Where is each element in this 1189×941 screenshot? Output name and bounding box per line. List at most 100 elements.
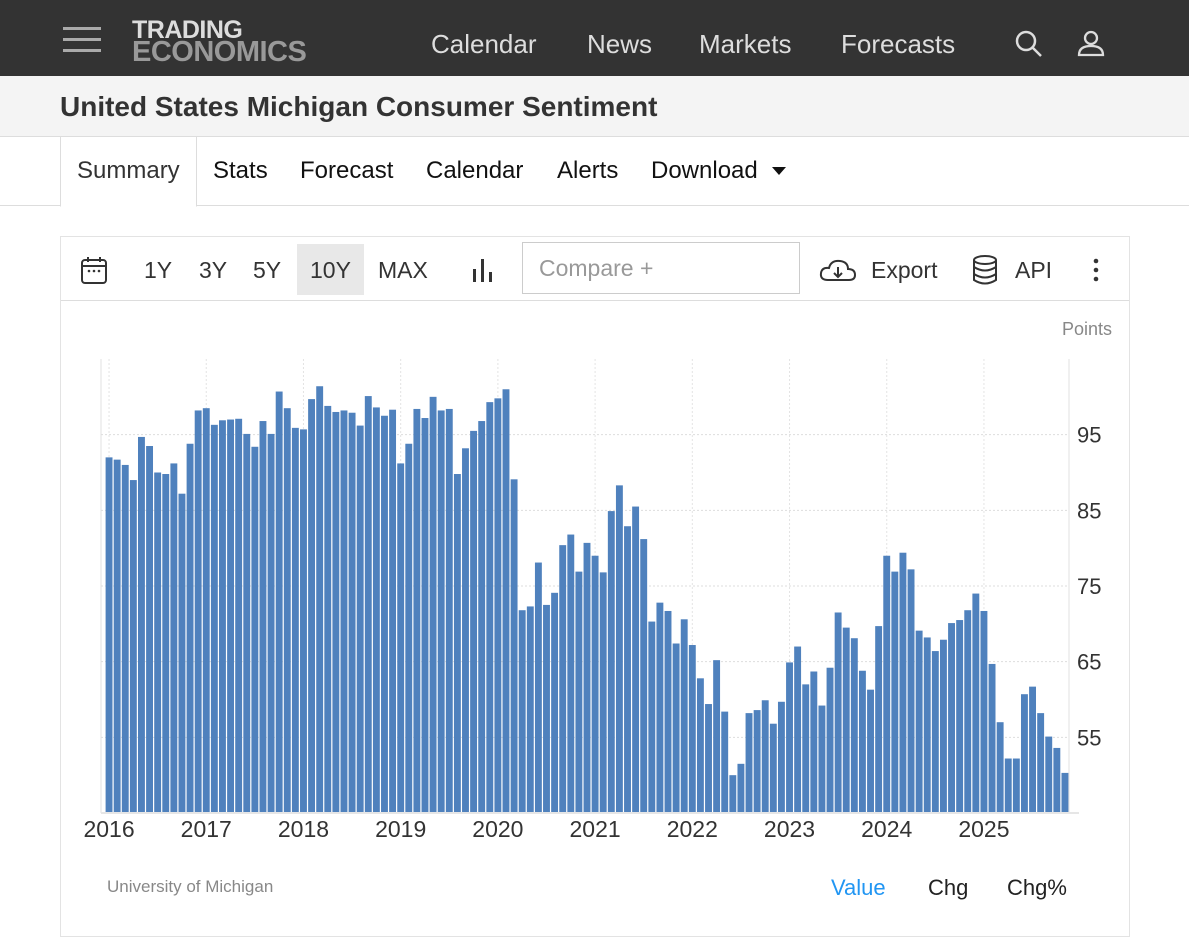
bar[interactable] <box>364 396 372 813</box>
bar[interactable] <box>251 446 259 813</box>
bar[interactable] <box>761 700 769 813</box>
bar[interactable] <box>381 415 388 813</box>
bar[interactable] <box>729 775 737 813</box>
bar[interactable] <box>210 424 218 813</box>
bar[interactable] <box>178 493 186 813</box>
range-5y[interactable]: 5Y <box>253 257 282 283</box>
bar[interactable] <box>1012 758 1020 813</box>
bar[interactable] <box>518 610 526 813</box>
bar[interactable] <box>931 651 939 813</box>
tab-stats[interactable]: Stats <box>213 157 268 184</box>
bar[interactable] <box>834 612 842 813</box>
bar[interactable] <box>688 645 696 813</box>
bar[interactable] <box>510 479 518 813</box>
bar[interactable] <box>502 389 510 813</box>
bar[interactable] <box>640 539 648 813</box>
bar[interactable] <box>907 569 915 813</box>
bar[interactable] <box>372 407 380 813</box>
mode-chg-pct[interactable]: Chg% <box>1007 875 1067 900</box>
bar[interactable] <box>470 430 478 813</box>
search-icon[interactable] <box>1014 29 1044 59</box>
nav-markets[interactable]: Markets <box>699 29 792 59</box>
bar[interactable] <box>1037 713 1045 813</box>
bar[interactable] <box>300 429 307 813</box>
bar[interactable] <box>802 684 810 813</box>
bar[interactable] <box>445 408 453 813</box>
bar[interactable] <box>202 408 210 813</box>
bar[interactable] <box>243 433 251 813</box>
bar[interactable] <box>1004 758 1012 813</box>
nav-news[interactable]: News <box>587 29 653 59</box>
bar[interactable] <box>389 409 397 813</box>
bar[interactable] <box>551 592 559 813</box>
bar[interactable] <box>129 480 137 813</box>
bar[interactable] <box>113 459 121 813</box>
bar[interactable] <box>186 443 194 813</box>
bar[interactable] <box>818 705 826 813</box>
tab-download[interactable]: Download <box>651 157 758 184</box>
bar[interactable] <box>786 662 793 813</box>
bar[interactable] <box>227 419 235 813</box>
bar[interactable] <box>567 534 575 813</box>
more-vertical-icon[interactable] <box>1091 257 1101 283</box>
range-3y[interactable]: 3Y <box>199 257 228 283</box>
bar[interactable] <box>996 722 1004 813</box>
bar[interactable] <box>1020 694 1028 813</box>
bar[interactable] <box>356 425 364 813</box>
bar[interactable] <box>308 399 316 813</box>
bar[interactable] <box>794 646 802 813</box>
bar[interactable] <box>599 572 607 813</box>
bar[interactable] <box>437 410 445 813</box>
bar[interactable] <box>980 610 988 813</box>
bar[interactable] <box>421 418 429 813</box>
bar[interactable] <box>988 663 996 813</box>
export-button[interactable]: Export <box>871 257 938 283</box>
bar[interactable] <box>769 723 777 813</box>
bar[interactable] <box>615 485 623 813</box>
bar[interactable] <box>170 463 178 813</box>
bar[interactable] <box>842 627 850 813</box>
bar[interactable] <box>632 506 640 813</box>
bar[interactable] <box>753 710 761 813</box>
bar[interactable] <box>1061 772 1069 813</box>
bar[interactable] <box>777 701 785 813</box>
bar[interactable] <box>332 411 340 813</box>
bar[interactable] <box>923 637 931 813</box>
bar[interactable] <box>429 396 437 813</box>
tab-forecast[interactable]: Forecast <box>300 157 394 184</box>
bar[interactable] <box>972 593 980 813</box>
nav-calendar[interactable]: Calendar <box>431 29 537 59</box>
bar[interactable] <box>583 542 591 813</box>
bar[interactable] <box>850 638 858 813</box>
bar[interactable] <box>696 678 704 813</box>
bar[interactable] <box>875 626 883 813</box>
range-max[interactable]: MAX <box>378 257 428 283</box>
bar[interactable] <box>1053 747 1061 813</box>
menu-icon[interactable] <box>63 27 101 55</box>
bar-chart-icon[interactable] <box>471 257 497 283</box>
bar[interactable] <box>891 571 899 813</box>
bar[interactable] <box>899 552 907 813</box>
bar[interactable] <box>534 562 542 813</box>
bar[interactable] <box>867 689 874 813</box>
bar[interactable] <box>810 671 818 813</box>
bar[interactable] <box>283 408 291 813</box>
tab-alerts[interactable]: Alerts <box>557 157 619 184</box>
cloud-download-icon[interactable] <box>819 256 857 284</box>
calendar-icon[interactable] <box>80 256 110 286</box>
user-icon[interactable] <box>1077 28 1107 58</box>
bar[interactable] <box>348 412 356 813</box>
caret-down-icon[interactable] <box>772 167 786 175</box>
bar[interactable] <box>607 511 615 813</box>
bar[interactable] <box>397 463 405 813</box>
bar[interactable] <box>259 421 267 813</box>
bar[interactable] <box>672 643 680 813</box>
bar[interactable] <box>1029 686 1036 813</box>
bar[interactable] <box>680 619 688 813</box>
bar[interactable] <box>291 427 299 813</box>
database-icon[interactable] <box>971 254 999 286</box>
bar[interactable] <box>624 526 631 813</box>
range-10y[interactable]: 10Y <box>297 244 364 295</box>
bar[interactable] <box>486 402 494 813</box>
bar[interactable] <box>219 420 226 813</box>
